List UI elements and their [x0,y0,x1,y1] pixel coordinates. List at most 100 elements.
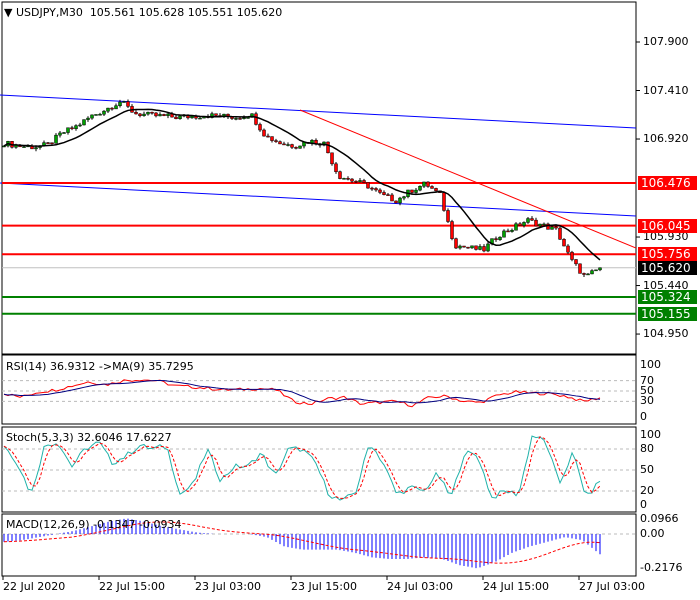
candle-body [22,146,26,148]
candle-body [530,218,534,221]
stoch-tick-label: 0 [640,498,647,511]
candle-body [574,259,578,265]
candle-body [386,194,390,196]
candle-body [238,118,242,120]
candle-body [250,113,254,118]
candle-body [142,113,146,117]
candle-body [370,187,374,190]
candle-body [430,186,434,189]
candle-body [162,114,166,116]
rsi-tick-label: 0 [640,410,647,423]
candle-body [422,181,426,187]
candle-body [258,124,262,131]
candle-body [298,145,302,149]
candle-body [362,180,366,183]
candle-body [426,181,430,187]
candle-body [518,223,522,226]
candle-body [590,270,594,275]
symbol-header: ▼ USDJPY,M30 105.561 105.628 105.551 105… [4,6,282,19]
collapse-triangle-icon[interactable]: ▼ [4,6,13,19]
candle-body [598,267,602,271]
candle-body [286,144,290,146]
candle-body [46,142,50,144]
candle-body [482,246,486,252]
candle-body [150,111,154,114]
candle-body [262,129,266,137]
candle-body [486,243,490,252]
candle-body [190,115,194,119]
candle-body [58,132,62,136]
candle-body [70,127,74,130]
candle-body [90,114,94,119]
candle-body [242,117,246,119]
time-label: 24 Jul 15:00 [483,580,549,593]
candle-body [454,238,458,249]
candle-body [550,226,554,230]
candle-body [534,219,538,227]
price-tick-label: 106.920 [643,132,689,146]
candle-body [514,223,518,231]
panel-frame-0 [1,1,637,355]
candle-body [78,124,82,127]
time-label: 27 Jul 03:00 [579,580,645,593]
candle-body [294,147,298,149]
rsi-line [3,379,601,408]
candle-body [558,227,562,240]
candle-body [394,200,398,204]
candle-body [418,185,422,191]
candle-body [234,118,238,120]
candle-body [178,115,182,120]
candle-body [266,135,270,138]
candle-body [106,107,110,112]
candle-body [198,117,202,120]
candle-body [338,171,342,179]
candle-body [458,245,462,249]
candle-body [506,230,510,233]
time-label: 22 Jul 2020 [3,580,66,593]
rsi-title: RSI(14) 36.9312 ->MA(9) 35.7295 [6,360,194,373]
candle-body [290,144,294,148]
candle-body [446,210,450,222]
candle-body [278,141,282,145]
candle-body [358,180,362,183]
candle-body [158,114,162,117]
price-tick-label: 107.410 [643,83,689,97]
candle-body [274,140,278,142]
current-price-tag: 105.620 [638,260,697,275]
candle-body [146,111,150,115]
candle-body [330,152,334,165]
candle-body [34,147,38,150]
stoch-title: Stoch(5,3,3) 32.6046 17.6227 [6,431,172,444]
panel-frame-1 [1,354,637,425]
macd-tick-label: -0.2176 [640,560,683,574]
macd-tick-label: 0.00 [640,527,665,540]
candle-body [326,141,330,154]
candle-body [282,143,286,146]
stoch-tick-label: 50 [640,463,654,476]
candle-body [134,111,138,115]
candle-body [434,188,438,192]
candle-body [554,226,558,229]
candle-body [66,127,70,133]
candle-body [542,223,546,226]
macd-tick-label: 0.0966 [640,511,679,525]
rsi-tick-label: 50 [640,384,654,397]
channel-upper-line [0,94,637,129]
candle-body [334,163,338,172]
level-tag: 105.324 [638,290,697,305]
candle-body [350,178,354,182]
price-tick-label: 105.440 [643,278,689,292]
candle-body [462,245,466,248]
candle-body [582,273,586,275]
panel-frame-3 [1,513,637,577]
candle-body [102,110,106,115]
candle-body [570,251,574,260]
candle-body [210,113,214,118]
time-label: 22 Jul 15:00 [99,580,165,593]
price-tick-label: 107.900 [643,35,689,48]
rsi-tick-label: 30 [640,394,654,408]
candle-body [342,178,346,180]
candle-body [442,192,446,211]
